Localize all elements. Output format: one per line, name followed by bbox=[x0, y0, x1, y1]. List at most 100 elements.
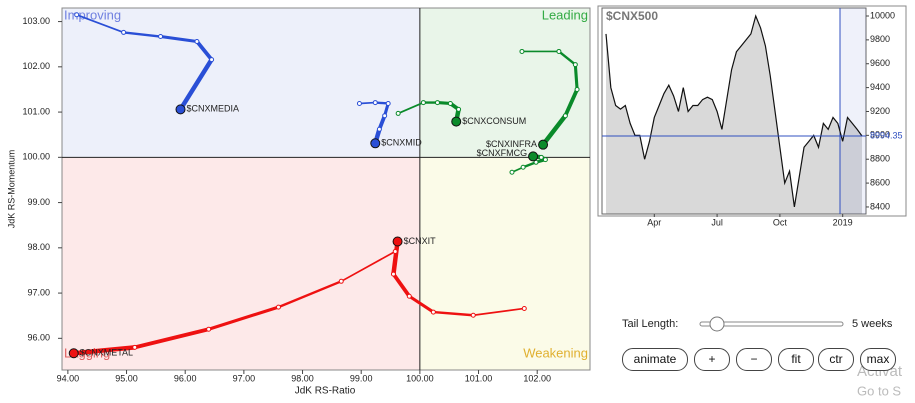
y-tick-label: 9400 bbox=[870, 82, 890, 92]
tail-point bbox=[121, 29, 127, 35]
tail-point bbox=[420, 100, 426, 106]
x-tick-label: Jul bbox=[711, 217, 723, 227]
x-tick-label: 94.00 bbox=[57, 373, 80, 383]
x-tick-label: Apr bbox=[647, 217, 661, 227]
tail-segment bbox=[540, 113, 568, 147]
head-point bbox=[175, 104, 186, 115]
tail-segment bbox=[178, 57, 214, 112]
head-point bbox=[538, 139, 549, 150]
tail-segment bbox=[573, 63, 579, 91]
quadrant-weakening bbox=[419, 157, 590, 370]
tail-segment bbox=[391, 272, 412, 299]
slider-thumb[interactable] bbox=[709, 316, 725, 332]
y-tick-label: 8400 bbox=[870, 201, 890, 211]
tail-segment bbox=[159, 34, 199, 44]
button[interactable]: − bbox=[736, 348, 772, 371]
y-tick-label: 102.00 bbox=[22, 61, 50, 71]
watermark: Go to S bbox=[857, 383, 901, 398]
tail-point bbox=[572, 62, 578, 68]
y-tick-label: 100.00 bbox=[22, 152, 50, 162]
x-tick-label: 101.00 bbox=[465, 373, 493, 383]
tail-point bbox=[447, 100, 453, 106]
tail-segment bbox=[71, 345, 137, 356]
head-point bbox=[451, 116, 462, 127]
tail-point bbox=[538, 154, 544, 160]
x-tick-label: 102.00 bbox=[523, 373, 551, 383]
tail-point bbox=[542, 157, 548, 163]
area bbox=[606, 15, 862, 215]
tail-point bbox=[390, 271, 396, 277]
y-tick-label: 9800 bbox=[870, 34, 890, 44]
button[interactable]: fit bbox=[778, 348, 814, 371]
series-label: $CNXCONSUM bbox=[462, 116, 526, 126]
tail-segment bbox=[122, 31, 162, 38]
tail-segment bbox=[195, 39, 214, 62]
y-tick-label: 101.00 bbox=[22, 106, 50, 116]
head-point bbox=[370, 138, 381, 149]
tail-point bbox=[406, 293, 412, 299]
tail-point bbox=[338, 278, 344, 284]
tail-point bbox=[206, 326, 212, 332]
tail-point bbox=[385, 100, 391, 106]
tail-segment bbox=[207, 305, 281, 331]
head-point bbox=[392, 236, 403, 247]
tail-value: 5 weeks bbox=[852, 318, 893, 330]
tail-segment bbox=[563, 87, 579, 118]
tail-point bbox=[519, 48, 525, 54]
quadrant-label: Improving bbox=[64, 7, 121, 22]
button[interactable]: + bbox=[694, 348, 730, 371]
tail-point bbox=[382, 113, 388, 119]
button[interactable]: ctr bbox=[818, 348, 854, 371]
tail-point bbox=[209, 57, 215, 63]
x-tick-label: 95.00 bbox=[115, 373, 138, 383]
head-point bbox=[68, 348, 79, 359]
tail-segment bbox=[557, 50, 577, 66]
tail-point bbox=[74, 12, 80, 18]
y-tick-label: 98.00 bbox=[27, 242, 50, 252]
x-tick-label: 97.00 bbox=[233, 373, 256, 383]
quadrant-leading bbox=[419, 8, 590, 158]
slider-track[interactable] bbox=[699, 321, 844, 327]
tail-segment bbox=[397, 101, 425, 115]
y-tick-label: 96.00 bbox=[27, 333, 50, 343]
quadrant-lagging bbox=[62, 157, 420, 370]
quadrant-label: Weakening bbox=[523, 345, 588, 360]
price-line bbox=[605, 14, 863, 208]
x-axis-label: JdK RS-Ratio bbox=[295, 386, 356, 397]
tail-point bbox=[456, 106, 462, 112]
button[interactable]: animate bbox=[622, 348, 688, 371]
x-tick-label: 96.00 bbox=[174, 373, 197, 383]
series-label: $CNXIT bbox=[404, 236, 437, 246]
tail-segment bbox=[340, 250, 397, 283]
tail-segment bbox=[75, 13, 125, 34]
tail-point bbox=[158, 34, 164, 40]
y-tick-label: 103.00 bbox=[22, 16, 50, 26]
y-tick-label: 9600 bbox=[870, 58, 890, 68]
tail-point bbox=[521, 305, 527, 311]
x-tick-label: 99.00 bbox=[350, 373, 373, 383]
tail-point bbox=[509, 169, 515, 175]
x-tick-label: 98.00 bbox=[291, 373, 314, 383]
tail-segment bbox=[132, 327, 211, 350]
series-label: $CNXFMCG bbox=[477, 148, 528, 158]
tail-point bbox=[392, 248, 398, 254]
tail-segment bbox=[472, 307, 526, 317]
tail-point bbox=[574, 86, 580, 92]
plot-frame bbox=[61, 7, 591, 371]
button[interactable]: max bbox=[860, 348, 896, 371]
tail-point bbox=[356, 100, 362, 106]
tail-point bbox=[434, 100, 440, 106]
tail-point bbox=[376, 126, 382, 132]
tail-point bbox=[372, 100, 378, 106]
y-tick-label: 9000 bbox=[870, 130, 890, 140]
tail-point bbox=[395, 110, 401, 116]
tail-point bbox=[470, 312, 476, 318]
last-value-label: 8994.35 bbox=[870, 130, 903, 140]
y-tick-label: 99.00 bbox=[27, 197, 50, 207]
tail-segment bbox=[358, 101, 377, 105]
y-tick-label: 8800 bbox=[870, 154, 890, 164]
price-title: $CNX500 bbox=[606, 9, 658, 23]
tail-band bbox=[840, 8, 866, 214]
tail-point bbox=[132, 344, 138, 350]
